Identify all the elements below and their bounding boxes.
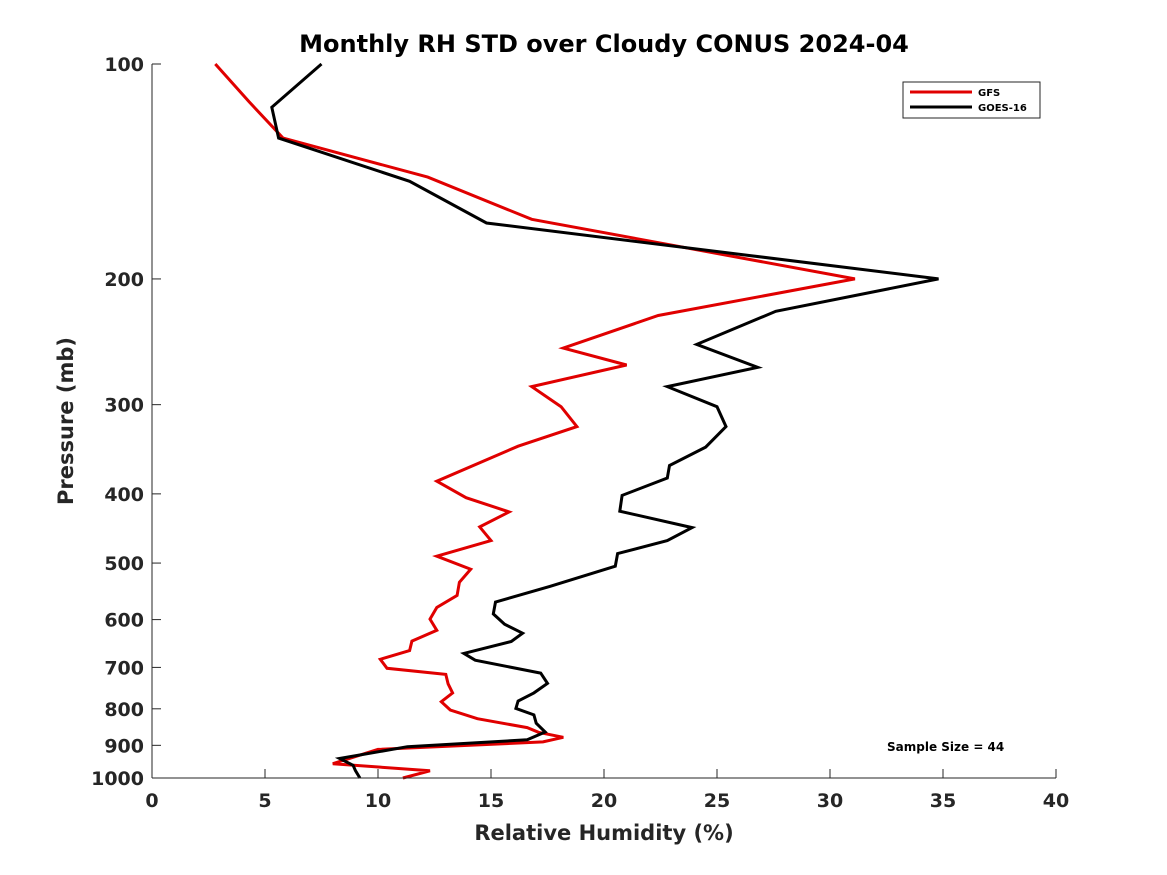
- x-tick-label: 15: [478, 790, 504, 812]
- plot-area: 0 5 10 15 20 25 30 35 40 100 200 300 400 500 600 700 80…: [91, 54, 1069, 812]
- x-tick-label: 5: [258, 790, 271, 812]
- x-tick-label: 30: [817, 790, 843, 812]
- series-line-gfs: [214, 62, 856, 780]
- legend: GFS GOES-16: [902, 81, 1041, 119]
- legend-label-gfs: GFS: [978, 88, 1000, 99]
- y-tick-label: 1000: [91, 768, 144, 790]
- y-tick-label: 400: [104, 484, 144, 506]
- y-tick-label: 800: [104, 699, 144, 721]
- chart-title: Monthly RH STD over Cloudy CONUS 2024-04: [299, 30, 909, 58]
- x-axis-label: Relative Humidity (%): [474, 821, 733, 845]
- x-tick-label: 10: [365, 790, 391, 812]
- x-tick-label: 25: [704, 790, 730, 812]
- y-tick-label: 100: [104, 54, 144, 76]
- x-tick-label: 40: [1043, 790, 1069, 812]
- legend-label-goes16: GOES-16: [978, 103, 1027, 114]
- y-tick-label: 200: [104, 269, 144, 291]
- legend-box: [902, 81, 1041, 119]
- y-tick-label: 500: [104, 553, 144, 575]
- x-ticks: 0 5 10 15 20 25 30 35 40: [145, 769, 1069, 812]
- y-axis-label: Pressure (mb): [54, 337, 78, 505]
- series-line-goes16: [270, 62, 939, 779]
- y-tick-label: 300: [104, 395, 144, 417]
- y-ticks: 100 200 300 400 500 600 700 800 900 1000: [91, 54, 161, 790]
- x-tick-label: 35: [930, 790, 956, 812]
- sample-size-annotation: Sample Size = 44: [887, 740, 1004, 754]
- series-layer: [214, 62, 939, 780]
- y-tick-label: 700: [104, 657, 144, 679]
- y-tick-label: 900: [104, 735, 144, 757]
- y-tick-label: 600: [104, 610, 144, 632]
- x-tick-label: 0: [145, 790, 158, 812]
- x-tick-label: 20: [591, 790, 617, 812]
